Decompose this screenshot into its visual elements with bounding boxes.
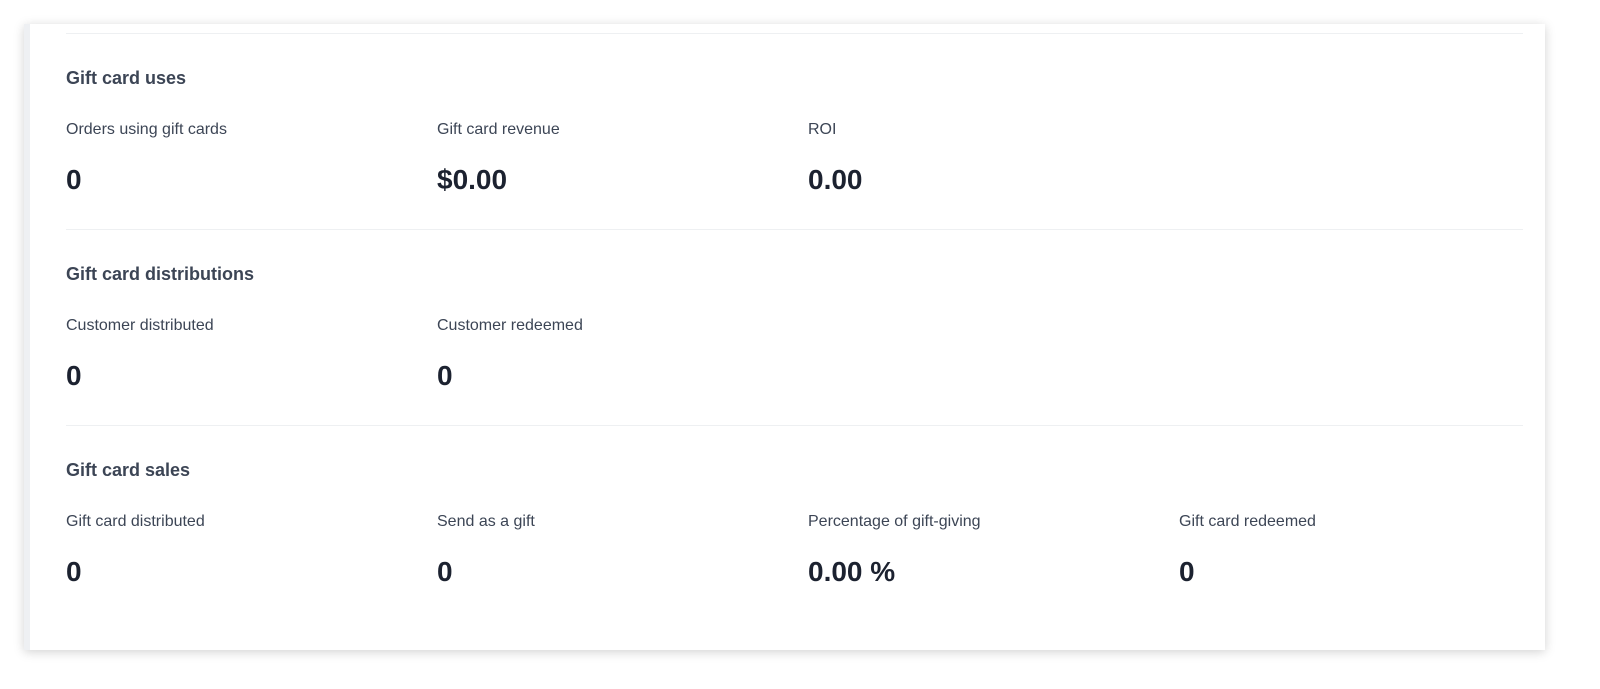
- metric-label: Percentage of gift-giving: [808, 513, 981, 530]
- metric-label: Gift card revenue: [437, 121, 560, 138]
- metric-label: Gift card distributed: [66, 513, 205, 530]
- metric-value: 0.00 %: [808, 556, 896, 587]
- metric-orders-using-gift-cards: Orders using gift cards 0: [66, 120, 437, 196]
- metric-value: 0: [1179, 556, 1195, 587]
- section-gift-card-uses: Gift card uses Orders using gift cards 0…: [66, 33, 1523, 230]
- metric-value: 0: [66, 360, 82, 391]
- metric-customer-distributed: Customer distributed 0: [66, 316, 437, 392]
- metric-label: Customer distributed: [66, 317, 214, 334]
- metric-label: Orders using gift cards: [66, 121, 227, 138]
- metric-label: Gift card redeemed: [1179, 513, 1316, 530]
- metric-value: 0.00: [808, 164, 863, 195]
- metric-gift-card-revenue: Gift card revenue $0.00: [437, 120, 808, 196]
- metric-customer-redeemed: Customer redeemed 0: [437, 316, 808, 392]
- section-title: Gift card distributions: [66, 264, 255, 284]
- metric-gift-card-redeemed: Gift card redeemed 0: [1179, 512, 1550, 588]
- metric-send-as-gift: Send as a gift 0: [437, 512, 808, 588]
- metric-value: 0: [66, 556, 82, 587]
- section-gift-card-sales: Gift card sales Gift card distributed 0 …: [66, 425, 1523, 622]
- metric-label: Customer redeemed: [437, 317, 583, 334]
- metric-value: 0: [66, 164, 82, 195]
- metric-value: 0: [437, 360, 453, 391]
- metric-gift-card-distributed: Gift card distributed 0: [66, 512, 437, 588]
- metric-value: 0: [437, 556, 453, 587]
- gift-card-stats-card: Gift card uses Orders using gift cards 0…: [24, 24, 1545, 650]
- section-title: Gift card uses: [66, 68, 187, 88]
- section-gift-card-distributions: Gift card distributions Customer distrib…: [66, 229, 1523, 426]
- section-title: Gift card sales: [66, 460, 191, 480]
- metric-roi: ROI 0.00: [808, 120, 1179, 196]
- metric-label: ROI: [808, 121, 837, 138]
- metric-value: $0.00: [437, 164, 508, 195]
- metric-percentage-gift-giving: Percentage of gift-giving 0.00 %: [808, 512, 1179, 588]
- metric-label: Send as a gift: [437, 513, 535, 530]
